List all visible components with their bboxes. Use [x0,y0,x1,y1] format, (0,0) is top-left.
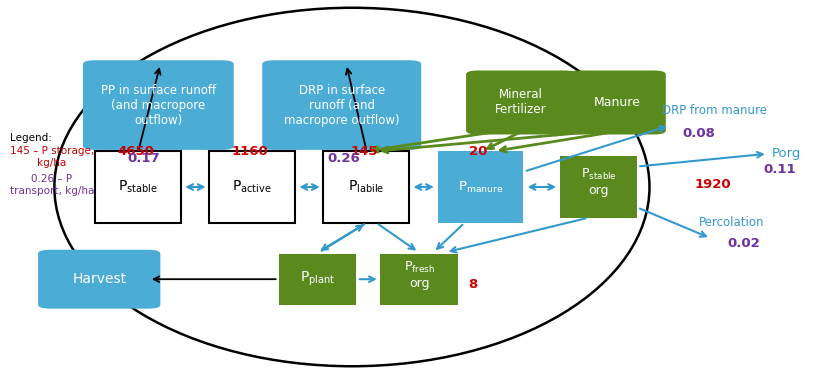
Text: 0.02: 0.02 [727,237,760,250]
Text: P$_{\mathregular{stable}}$: P$_{\mathregular{stable}}$ [118,179,158,195]
FancyBboxPatch shape [83,60,234,150]
FancyBboxPatch shape [95,151,181,223]
Text: 4650: 4650 [118,145,155,158]
Text: P$_{\mathregular{manure}}$: P$_{\mathregular{manure}}$ [457,180,503,194]
FancyBboxPatch shape [438,151,524,223]
FancyBboxPatch shape [323,151,409,223]
Text: Legend:: Legend: [10,133,52,143]
Text: PP in surface runoff
(and macropore
outflow): PP in surface runoff (and macropore outf… [101,83,216,126]
Text: P$_{\mathregular{fresh}}$
org: P$_{\mathregular{fresh}}$ org [403,260,434,290]
FancyBboxPatch shape [568,70,666,135]
Text: 0.17: 0.17 [128,152,160,165]
Text: 145 – P storage,
kg/ha: 145 – P storage, kg/ha [10,146,94,168]
FancyBboxPatch shape [279,254,356,305]
FancyBboxPatch shape [380,254,458,305]
FancyBboxPatch shape [209,151,294,223]
Text: 1160: 1160 [231,145,268,158]
FancyBboxPatch shape [263,60,421,150]
Text: Percolation: Percolation [699,216,764,229]
Text: 0.11: 0.11 [764,163,796,175]
Text: Manure: Manure [593,96,640,109]
Text: P$_{\mathregular{stable}}$
org: P$_{\mathregular{stable}}$ org [581,167,617,197]
Text: P$_{\mathregular{active}}$: P$_{\mathregular{active}}$ [232,179,272,195]
Text: P$_{\mathregular{labile}}$: P$_{\mathregular{labile}}$ [348,179,384,195]
FancyBboxPatch shape [466,70,576,135]
Text: 145: 145 [350,145,378,158]
Text: DRP from manure: DRP from manure [662,104,766,117]
Text: Harvest: Harvest [72,272,126,286]
FancyBboxPatch shape [38,250,160,309]
Text: 0.26: 0.26 [327,152,360,165]
Text: 0.08: 0.08 [682,127,715,140]
Text: P$_{\mathregular{plant}}$: P$_{\mathregular{plant}}$ [299,270,335,288]
Text: 0.26 – P
transport, kg/ha: 0.26 – P transport, kg/ha [10,174,94,196]
Text: 20: 20 [469,145,488,158]
Text: 8: 8 [469,278,478,291]
Text: Mineral
Fertilizer: Mineral Fertilizer [495,89,547,116]
Text: 1920: 1920 [694,178,731,191]
FancyBboxPatch shape [560,156,637,218]
Text: Porg: Porg [771,147,801,160]
Text: DRP in surface
runoff (and
macropore outflow): DRP in surface runoff (and macropore out… [284,83,399,126]
